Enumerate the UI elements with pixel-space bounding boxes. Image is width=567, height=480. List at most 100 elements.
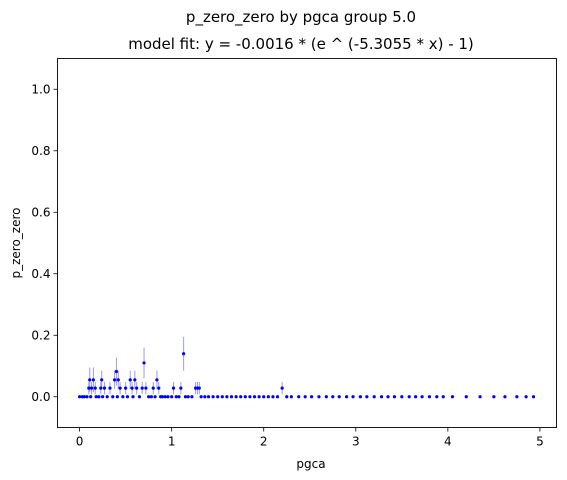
data-point	[252, 395, 257, 399]
data-point	[82, 395, 86, 399]
data-point	[144, 386, 148, 390]
x-tick-label: 3	[352, 435, 360, 449]
data-point	[77, 395, 82, 399]
data-point	[317, 395, 321, 399]
data-point	[414, 395, 418, 399]
data-point	[89, 386, 94, 390]
data-point	[229, 395, 234, 399]
data-point	[248, 395, 252, 399]
data-point	[280, 386, 284, 390]
data-point	[174, 395, 178, 399]
data-point	[478, 395, 482, 399]
data-point	[140, 386, 144, 390]
data-point	[503, 395, 507, 399]
data-point	[427, 395, 432, 399]
data-point	[155, 378, 159, 382]
data-point	[186, 395, 190, 399]
y-axis-label: p_zero_zero	[9, 207, 23, 278]
data-point	[203, 395, 207, 399]
data-point	[271, 395, 275, 399]
data-point	[131, 395, 135, 399]
data-point	[225, 395, 229, 399]
y-tick-label: 1.0	[31, 82, 50, 96]
data-point	[89, 395, 93, 399]
data-point	[365, 395, 369, 399]
axis-ticks: 0 1 2 3 4 5 0.0 0.2 0.4 0.6 0.8 1.0	[31, 82, 543, 448]
data-point	[275, 395, 280, 399]
data-point	[149, 395, 154, 399]
data-point	[105, 395, 109, 399]
data-point	[285, 395, 289, 399]
data-point	[111, 395, 115, 399]
data-point	[400, 395, 404, 399]
data-point	[216, 395, 220, 399]
data-point	[297, 395, 301, 399]
data-point	[153, 395, 157, 399]
x-tick-label: 0	[76, 435, 84, 449]
data-point	[492, 395, 496, 399]
data-point	[124, 386, 128, 390]
data-point	[243, 395, 247, 399]
data-point	[182, 352, 186, 356]
data-point	[108, 386, 112, 390]
data-point	[166, 395, 170, 399]
data-point	[99, 386, 103, 390]
data-point	[97, 395, 101, 399]
data-point	[130, 386, 134, 390]
data-point	[121, 395, 125, 399]
data-point	[116, 378, 120, 382]
data-point	[112, 378, 117, 382]
data-point	[435, 395, 439, 399]
data-point	[464, 395, 468, 399]
data-point	[183, 395, 188, 399]
data-point	[137, 395, 142, 399]
data-point	[87, 386, 91, 390]
data-point	[91, 378, 96, 382]
data-point	[310, 395, 314, 399]
data-point	[392, 395, 397, 399]
chart-title: p_zero_zero by pgca group 5.0	[186, 8, 416, 27]
data-point	[190, 395, 194, 399]
data-point	[147, 395, 151, 399]
data-point	[197, 386, 201, 390]
x-tick-label: 2	[260, 435, 268, 449]
data-point	[102, 386, 107, 390]
data-point	[234, 395, 238, 399]
data-point	[324, 395, 328, 399]
data-point	[170, 395, 174, 399]
data-point	[88, 378, 92, 382]
data-point	[163, 395, 167, 399]
data-point	[358, 395, 362, 399]
data-point	[177, 395, 181, 399]
data-point	[160, 395, 165, 399]
data-points	[77, 352, 536, 399]
x-axis-label: pgca	[296, 457, 325, 471]
data-point	[93, 386, 97, 390]
data-point	[94, 395, 98, 399]
data-point	[372, 395, 376, 399]
data-point	[303, 395, 307, 399]
data-point	[515, 395, 519, 399]
data-point	[135, 386, 139, 390]
data-point	[262, 395, 266, 399]
data-point	[179, 386, 183, 390]
data-point	[199, 395, 203, 399]
data-point	[151, 386, 155, 390]
data-point	[85, 395, 89, 399]
x-tick-label: 1	[168, 435, 176, 449]
data-point	[206, 395, 211, 399]
data-point	[524, 395, 528, 399]
data-point	[420, 395, 424, 399]
data-point	[118, 386, 122, 390]
data-point	[142, 361, 146, 365]
y-tick-label: 0.2	[31, 328, 50, 342]
data-point	[331, 395, 335, 399]
data-point	[133, 378, 137, 382]
data-point	[337, 395, 341, 399]
data-point	[266, 395, 270, 399]
data-point	[101, 395, 105, 399]
y-tick-label: 0.4	[31, 267, 50, 281]
data-point	[351, 395, 355, 399]
data-point	[220, 395, 224, 399]
